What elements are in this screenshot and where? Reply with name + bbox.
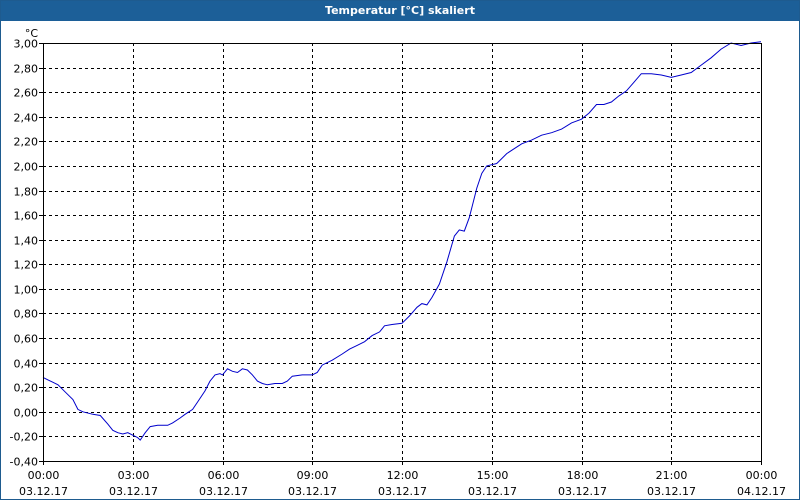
x-tick-date-label: 03.12.17	[378, 485, 427, 498]
x-tick-date-label: 03.12.17	[199, 485, 248, 498]
y-tick-label: -0,40	[10, 456, 38, 469]
temperature-chart: -0,40 -0,20 0,00 0,20 0,40 0,60 0,80 1,00 1,20 1,…	[10, 27, 786, 498]
x-tick-time-label: 06:00	[208, 469, 240, 482]
x-tick-date-label: 03.12.17	[109, 485, 158, 498]
y-tick-label: -0,20	[10, 431, 38, 444]
x-tick-time-label: 21:00	[656, 469, 688, 482]
y-tick-label: 0,60	[14, 333, 39, 346]
y-tick-label: 2,80	[14, 63, 39, 76]
x-tick-date-label: 04.12.17	[737, 485, 786, 498]
x-tick-time-label: 09:00	[297, 469, 329, 482]
y-tick-label: 3,00	[14, 38, 39, 51]
x-tick-date-label: 03.12.17	[468, 485, 517, 498]
x-tick-time-label: 15:00	[477, 469, 509, 482]
y-tick-label: 1,00	[14, 284, 39, 297]
y-tick-label: 1,60	[14, 210, 39, 223]
y-tick-label: 1,40	[14, 235, 39, 248]
temperature-line	[42, 41, 762, 441]
y-tick-label: 2,60	[14, 87, 39, 100]
x-tick-date-label: 03.12.17	[19, 485, 68, 498]
x-tick-date-label: 03.12.17	[647, 485, 696, 498]
y-tick-label: 0,00	[14, 407, 39, 420]
x-tick-date-label: 03.12.17	[558, 485, 607, 498]
chart-title: Temperatur [°C] skaliert	[1, 1, 799, 21]
y-tick-label: 2,00	[14, 161, 39, 174]
y-tick-label: 1,20	[14, 259, 39, 272]
y-unit-label: °C	[25, 27, 39, 40]
y-tick-label: 0,40	[14, 358, 39, 371]
grid	[39, 43, 762, 465]
axis-labels: -0,40 -0,20 0,00 0,20 0,40 0,60 0,80 1,00 1,20 1,…	[10, 27, 786, 498]
y-tick-label: 0,80	[14, 308, 39, 321]
x-tick-date-label: 03.12.17	[288, 485, 337, 498]
y-tick-label: 0,20	[14, 382, 39, 395]
x-tick-time-label: 03:00	[118, 469, 150, 482]
x-tick-time-label: 00:00	[28, 469, 60, 482]
y-tick-label: 2,40	[14, 112, 39, 125]
plot-frame	[43, 43, 762, 462]
y-tick-label: 2,20	[14, 136, 39, 149]
y-tick-label: 1,80	[14, 186, 39, 199]
x-tick-time-label: 18:00	[567, 469, 599, 482]
x-tick-time-label: 00:00	[746, 469, 778, 482]
x-tick-time-label: 12:00	[387, 469, 419, 482]
series-layer	[42, 41, 762, 441]
